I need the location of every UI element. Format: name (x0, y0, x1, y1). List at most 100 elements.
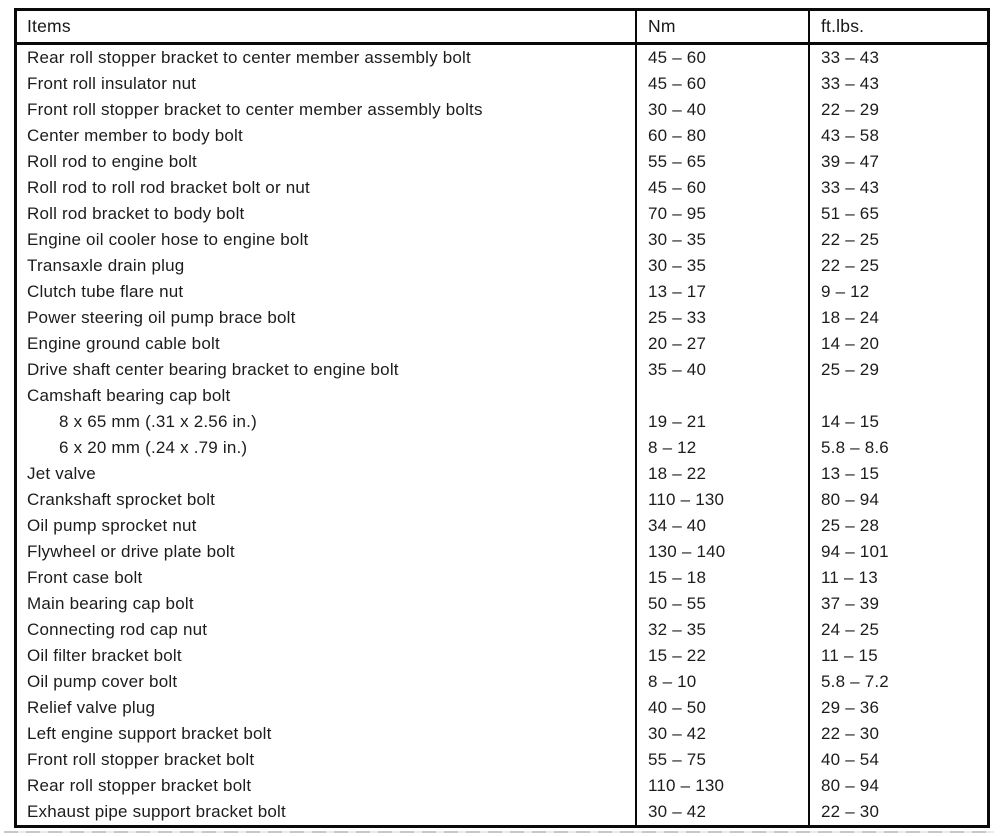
nm-value-cell: 18 – 22 (635, 461, 808, 487)
table-row: Oil filter bracket bolt 15 – 22 11 – 15 (17, 643, 987, 669)
item-name-cell: Engine oil cooler hose to engine bolt (27, 230, 309, 249)
table-row: Rear roll stopper bracket to center memb… (17, 45, 987, 71)
table-row: Front roll stopper bracket to center mem… (17, 97, 987, 123)
nm-value-cell: 19 – 21 (635, 409, 808, 435)
nm-value-cell: 32 – 35 (635, 617, 808, 643)
nm-value-cell: 130 – 140 (635, 539, 808, 565)
nm-value-cell: 13 – 17 (635, 279, 808, 305)
nm-value-cell: 34 – 40 (635, 513, 808, 539)
column-header-ftlbs: ft.lbs. (808, 11, 987, 42)
nm-value-cell: 60 – 80 (635, 123, 808, 149)
nm-value-cell: 55 – 65 (635, 149, 808, 175)
ftlbs-value-cell: 11 – 13 (808, 565, 987, 591)
scan-artifact-line (4, 831, 994, 833)
nm-value-cell: 50 – 55 (635, 591, 808, 617)
ftlbs-value-cell: 33 – 43 (808, 71, 987, 97)
table-row: Clutch tube flare nut 13 – 17 9 – 12 (17, 279, 987, 305)
ftlbs-value-cell: 5.8 – 8.6 (808, 435, 987, 461)
nm-value-cell: 8 – 10 (635, 669, 808, 695)
item-name-cell: Oil pump cover bolt (27, 672, 178, 691)
item-name-cell: Roll rod to engine bolt (27, 152, 197, 171)
item-name-cell: Oil filter bracket bolt (27, 646, 182, 665)
item-name-cell: Front case bolt (27, 568, 143, 587)
table-row: Flywheel or drive plate bolt 130 – 140 94 … (17, 539, 987, 565)
ftlbs-value-cell: 94 – 101 (808, 539, 987, 565)
table-body: Rear roll stopper bracket to center memb… (17, 45, 987, 825)
torque-spec-table: Items Nm ft.lbs. Rear roll stopper brack… (14, 8, 990, 828)
nm-value-cell: 30 – 35 (635, 253, 808, 279)
table-row: Main bearing cap bolt 50 – 55 37 – 39 (17, 591, 987, 617)
table-row: Transaxle drain plug 30 – 35 22 – 25 (17, 253, 987, 279)
ftlbs-value-cell: 80 – 94 (808, 487, 987, 513)
ftlbs-value-cell: 14 – 20 (808, 331, 987, 357)
table-row: Center member to body bolt 60 – 80 43 – 58 (17, 123, 987, 149)
item-name-cell: 6 x 20 mm (.24 x .79 in.) (59, 438, 248, 457)
nm-value-cell: 55 – 75 (635, 747, 808, 773)
table-row: Oil pump sprocket nut 34 – 40 25 – 28 (17, 513, 987, 539)
ftlbs-value-cell: 22 – 25 (808, 253, 987, 279)
ftlbs-value-cell: 22 – 30 (808, 721, 987, 747)
ftlbs-value-cell: 80 – 94 (808, 773, 987, 799)
nm-value-cell: 15 – 18 (635, 565, 808, 591)
ftlbs-value-cell: 25 – 28 (808, 513, 987, 539)
table-row: Drive shaft center bearing bracket to en… (17, 357, 987, 383)
table-row: Front roll insulator nut 45 – 60 33 – 43 (17, 71, 987, 97)
table-row: Power steering oil pump brace bolt 25 – 3… (17, 305, 987, 331)
table-row: Crankshaft sprocket bolt 110 – 130 80 – 94 (17, 487, 987, 513)
nm-value-cell: 45 – 60 (635, 175, 808, 201)
ftlbs-value-cell: 22 – 25 (808, 227, 987, 253)
ftlbs-value-cell: 25 – 29 (808, 357, 987, 383)
item-name-cell: Exhaust pipe support bracket bolt (27, 802, 286, 821)
nm-value-cell: 70 – 95 (635, 201, 808, 227)
table-header-row: Items Nm ft.lbs. (17, 11, 987, 45)
ftlbs-value-cell (808, 383, 987, 409)
nm-value-cell (635, 383, 808, 409)
table-row: Connecting rod cap nut 32 – 35 24 – 25 (17, 617, 987, 643)
item-name-cell: Connecting rod cap nut (27, 620, 208, 639)
ftlbs-value-cell: 29 – 36 (808, 695, 987, 721)
ftlbs-value-cell: 11 – 15 (808, 643, 987, 669)
item-name-cell: Power steering oil pump brace bolt (27, 308, 296, 327)
nm-value-cell: 45 – 60 (635, 45, 808, 71)
item-name-cell: Roll rod bracket to body bolt (27, 204, 245, 223)
ftlbs-value-cell: 5.8 – 7.2 (808, 669, 987, 695)
table-row: Jet valve 18 – 22 13 – 15 (17, 461, 987, 487)
nm-value-cell: 30 – 42 (635, 721, 808, 747)
item-name-cell: Oil pump sprocket nut (27, 516, 197, 535)
item-name-cell: Relief valve plug (27, 698, 156, 717)
item-name-cell: Main bearing cap bolt (27, 594, 194, 613)
table-row: Engine ground cable bolt 20 – 27 14 – 20 (17, 331, 987, 357)
table-row: Exhaust pipe support bracket bolt 30 – 42… (17, 799, 987, 825)
item-name-cell: Center member to body bolt (27, 126, 243, 145)
item-name-cell: Engine ground cable bolt (27, 334, 220, 353)
nm-value-cell: 35 – 40 (635, 357, 808, 383)
nm-value-cell: 15 – 22 (635, 643, 808, 669)
ftlbs-value-cell: 39 – 47 (808, 149, 987, 175)
nm-value-cell: 25 – 33 (635, 305, 808, 331)
item-name-cell: Transaxle drain plug (27, 256, 185, 275)
ftlbs-value-cell: 14 – 15 (808, 409, 987, 435)
item-name-cell: Jet valve (27, 464, 96, 483)
table-row: Rear roll stopper bracket bolt 110 – 130 8… (17, 773, 987, 799)
table-row: Engine oil cooler hose to engine bolt 30 … (17, 227, 987, 253)
item-name-cell: Clutch tube flare nut (27, 282, 184, 301)
table-row: Roll rod bracket to body bolt 70 – 95 51 –… (17, 201, 987, 227)
ftlbs-value-cell: 40 – 54 (808, 747, 987, 773)
ftlbs-value-cell: 33 – 43 (808, 45, 987, 71)
nm-value-cell: 45 – 60 (635, 71, 808, 97)
nm-value-cell: 40 – 50 (635, 695, 808, 721)
nm-value-cell: 110 – 130 (635, 773, 808, 799)
item-name-cell: Front roll stopper bracket to center mem… (27, 100, 483, 119)
ftlbs-value-cell: 22 – 29 (808, 97, 987, 123)
table-row: Front roll stopper bracket bolt 55 – 75 40… (17, 747, 987, 773)
table-row: Roll rod to roll rod bracket bolt or nut… (17, 175, 987, 201)
table-row: 8 x 65 mm (.31 x 2.56 in.) 19 – 21 14 – 15 (17, 409, 987, 435)
item-name-cell: Roll rod to roll rod bracket bolt or nut (27, 178, 310, 197)
item-name-cell: Flywheel or drive plate bolt (27, 542, 235, 561)
table-row: Camshaft bearing cap bolt (17, 383, 987, 409)
ftlbs-value-cell: 43 – 58 (808, 123, 987, 149)
nm-value-cell: 110 – 130 (635, 487, 808, 513)
item-name-cell: 8 x 65 mm (.31 x 2.56 in.) (59, 412, 257, 431)
ftlbs-value-cell: 37 – 39 (808, 591, 987, 617)
